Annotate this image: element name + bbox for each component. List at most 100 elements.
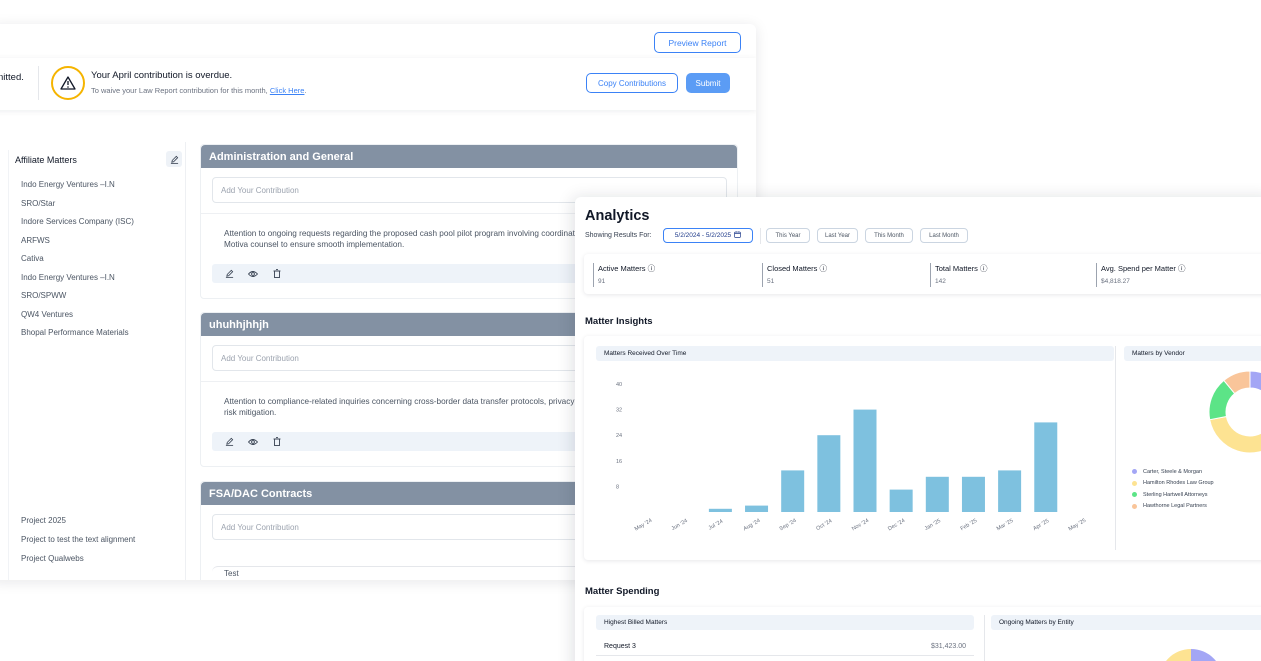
sidebar-item[interactable]: Indo Energy Ventures –I.N (21, 180, 115, 189)
vendor-slice[interactable] (1223, 370, 1251, 395)
submit-button[interactable]: Submit (686, 73, 730, 93)
info-icon: ⓘ (819, 264, 828, 273)
vendor-legend: Carter, Steele & Morgan Hamilton Rhodes L… (1132, 466, 1214, 512)
x-tick-label: Jan '25 (924, 518, 942, 532)
matter-spending-card: Highest Billed Matters Request 3 $31,423… (584, 607, 1261, 661)
contribution-text: Attention to ongoing requests regarding … (224, 229, 720, 249)
info-icon: ⓘ (980, 264, 988, 273)
view-eye-icon[interactable] (246, 267, 260, 281)
matter-spending-title: Matter Spending (585, 586, 660, 597)
chart-bar[interactable] (998, 470, 1022, 512)
trash-icon[interactable] (270, 435, 284, 449)
alert-subtitle: To waive your Law Report contribution fo… (91, 86, 307, 95)
matters-by-vendor-title: Matters by Vendor (1124, 346, 1261, 361)
chart-bar[interactable] (961, 476, 985, 512)
entity-slice (1191, 649, 1216, 661)
stat-closed-matters: Closed Matters ⓘ 51 (762, 263, 827, 287)
date-range-picker[interactable]: 5/2/2024 - 5/2/2025 (663, 228, 753, 243)
matter-amount: $31,423.00 (930, 643, 966, 650)
chart-bar[interactable] (925, 476, 949, 512)
sidebar-tree-line (8, 150, 9, 580)
edit-icon[interactable] (222, 267, 236, 281)
chart-bar[interactable] (1034, 422, 1058, 512)
matters-over-time-title: Matters Received Over Time (596, 346, 1114, 361)
y-tick-label: 8 (616, 484, 619, 490)
preview-report-button[interactable]: Preview Report (654, 32, 741, 53)
stat-value: 51 (767, 278, 775, 285)
x-tick-label: Mar '25 (996, 518, 1015, 532)
vendor-slice[interactable] (1249, 370, 1261, 442)
chart-bar[interactable] (889, 489, 913, 512)
warning-icon (51, 66, 85, 100)
view-eye-icon[interactable] (246, 435, 260, 449)
chart-bar[interactable] (781, 470, 805, 512)
sidebar-item[interactable]: Project to test the text alignment (21, 535, 136, 544)
sidebar-item[interactable]: SRO/Star (21, 198, 56, 208)
alert-subtitle-suffix: . (304, 86, 307, 95)
chart-bar[interactable] (708, 508, 732, 512)
entity-donut-chart (1166, 649, 1216, 661)
y-tick-label: 24 (616, 433, 622, 439)
stat-label: Avg. Spend per Matter ⓘ (1101, 264, 1186, 273)
page-title: Analytics (585, 208, 650, 224)
legend-dot (1132, 469, 1137, 475)
chart-bar[interactable] (745, 505, 769, 512)
matters-over-time-chart: 8 16 24 32 40 May '24 Jun '24 Jul '24 Aug '24 Sep… (616, 382, 1087, 533)
sidebar-item[interactable]: QW4 Ventures (21, 309, 74, 319)
last-month-button[interactable]: Last Month (920, 228, 968, 243)
chart-bar[interactable] (817, 435, 841, 512)
stat-value: 91 (598, 278, 606, 285)
x-tick-label: May '24 (634, 518, 654, 533)
ongoing-by-entity-title: Ongoing Matters by Entity (991, 615, 1261, 630)
sidebar-item[interactable]: Project 2025 (21, 516, 66, 525)
vendor-slice[interactable] (1209, 415, 1261, 454)
last-year-button[interactable]: Last Year (817, 228, 858, 243)
sidebar-item[interactable]: Indore Services Company (ISC) (21, 217, 134, 226)
contribution-text: Attention to compliance-related inquirie… (224, 397, 711, 417)
legend-item: Carter, Steele & Morgan (1132, 466, 1214, 478)
legend-item: Hawthorne Legal Partners (1132, 501, 1214, 513)
y-tick-label: 40 (616, 382, 622, 388)
x-tick-label: Aug '24 (743, 518, 762, 532)
sidebar-item[interactable]: Bhopal Performance Materials (21, 328, 129, 337)
alert-subtitle-text: To waive your Law Report contribution fo… (91, 86, 270, 95)
y-tick-label: 16 (616, 459, 622, 465)
analytics-window: Analytics Showing Results For: 5/2/2024 … (575, 197, 1261, 661)
legend-label: Carter, Steele & Morgan (1143, 468, 1203, 475)
alert-truncated-text: nitted. (0, 72, 24, 83)
x-tick-label: Sep '24 (779, 518, 798, 532)
copy-contributions-button[interactable]: Copy Contributions (586, 73, 678, 93)
alert-title: Your April contribution is overdue. (91, 70, 233, 81)
legend-dot (1132, 492, 1137, 498)
sidebar-item[interactable]: SRO/SPWW (21, 291, 67, 300)
x-tick-label: Feb '25 (960, 518, 979, 532)
sidebar-title: Affiliate Matters (15, 155, 77, 165)
stat-total-matters: Total Matters ⓘ 142 (930, 263, 988, 287)
stat-value: $4,818.27 (1101, 278, 1130, 285)
sidebar-item[interactable]: Indo Energy Ventures –I.N (21, 272, 115, 282)
project-list: Project 2025 Project to test the text al… (21, 511, 135, 568)
sidebar-item[interactable]: Cativa (21, 254, 44, 263)
legend-dot (1132, 480, 1137, 486)
table-row[interactable]: Request 3 $31,423.00 (596, 638, 974, 656)
stat-active-matters: Active Matters ⓘ 91 (593, 263, 655, 287)
this-year-button[interactable]: This Year (766, 228, 810, 243)
affiliate-sidebar: Affiliate Matters Indo Energy Ventures –… (0, 142, 186, 580)
waive-click-here-link[interactable]: Click Here (269, 86, 305, 95)
sidebar-item[interactable]: Project Qualwebs (21, 554, 84, 563)
x-tick-label: Nov '24 (851, 518, 870, 532)
stat-label: Active Matters ⓘ (598, 264, 656, 273)
calendar-icon (734, 231, 742, 240)
matter-insights-card: Matters Received Over Time 8 16 24 32 40 May … (584, 336, 1261, 560)
edit-icon[interactable] (222, 435, 236, 449)
highest-billed-title: Highest Billed Matters (596, 615, 974, 630)
stat-avg-spend: Avg. Spend per Matter ⓘ $4,818.27 (1096, 263, 1186, 287)
contribution-text: Test (212, 566, 727, 580)
sidebar-item[interactable]: ARFWS (21, 235, 50, 245)
date-range-value: 5/2/2024 - 5/2/2025 (674, 232, 732, 239)
chart-bar[interactable] (853, 409, 877, 512)
trash-icon[interactable] (270, 267, 284, 281)
edit-pencil-icon[interactable] (166, 151, 182, 167)
this-month-button[interactable]: This Month (865, 228, 913, 243)
